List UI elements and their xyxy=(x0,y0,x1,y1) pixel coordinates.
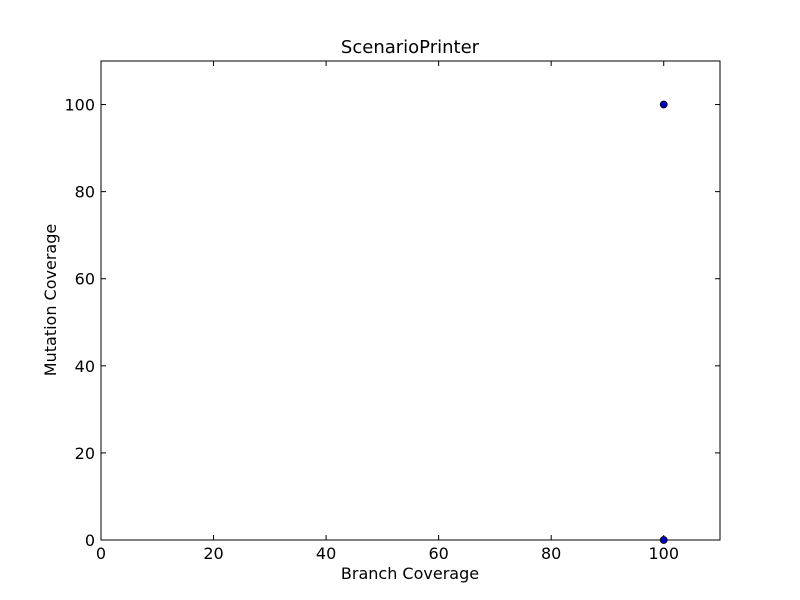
y-tick-label: 20 xyxy=(75,444,95,463)
data-points xyxy=(659,100,668,544)
x-tick-label: 100 xyxy=(648,544,679,563)
x-tick-label: 20 xyxy=(203,544,223,563)
x-tick-label: 60 xyxy=(428,544,448,563)
x-axis-label: Branch Coverage xyxy=(341,564,479,583)
data-point xyxy=(659,536,668,544)
y-axis-ticks: 0 20 40 60 80 100 xyxy=(64,96,720,550)
y-tick-label: 40 xyxy=(75,357,95,376)
data-point xyxy=(659,100,668,109)
y-tick-label: 80 xyxy=(75,183,95,202)
y-tick-label: 60 xyxy=(75,270,95,289)
y-tick-label: 100 xyxy=(64,96,95,115)
y-tick-label: 0 xyxy=(85,531,95,550)
y-axis-label: Mutation Coverage xyxy=(41,224,60,376)
plot-area xyxy=(100,60,721,541)
x-axis-ticks: 0 20 40 60 80 100 xyxy=(96,61,679,563)
x-tick-label: 40 xyxy=(316,544,336,563)
x-tick-label: 80 xyxy=(541,544,561,563)
chart-title: ScenarioPrinter xyxy=(341,37,480,58)
x-tick-label: 0 xyxy=(96,544,106,563)
